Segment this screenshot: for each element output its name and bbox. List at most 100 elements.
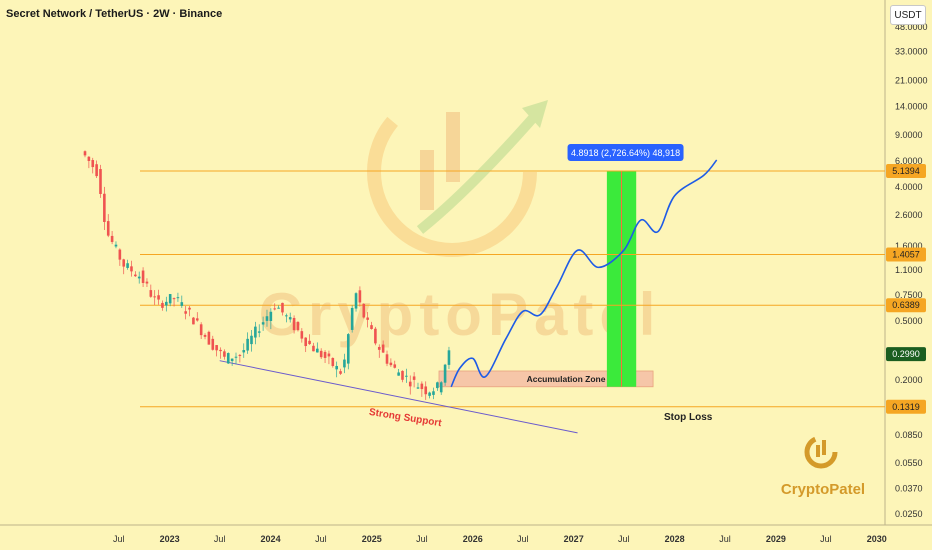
- x-axis[interactable]: Jul 2023 Jul 2024 Jul 2025 Jul 2026 Jul 2027 Jul 20…: [113, 534, 887, 544]
- candle-body: [408, 381, 412, 387]
- candle-body: [277, 307, 280, 309]
- candle-body: [420, 383, 424, 390]
- candle-body: [296, 321, 300, 331]
- candle-body: [149, 290, 153, 297]
- price-badge-text: 0.1319: [892, 402, 920, 412]
- brand-logo-coin-icon: [804, 435, 838, 469]
- candle-body: [130, 266, 133, 272]
- brand-logo-text: CryptoPatel: [781, 481, 865, 498]
- candle-body: [257, 331, 261, 333]
- candle-body: [339, 371, 342, 374]
- x-tick-label: Jul: [113, 534, 125, 544]
- measure-label-background: [567, 144, 684, 161]
- price-badge: [886, 347, 926, 362]
- price-candles: [83, 150, 451, 400]
- candle-body: [439, 382, 443, 393]
- y-tick-label: 6.0000: [895, 156, 923, 166]
- watermark-arrow: [416, 106, 544, 234]
- candle-body: [195, 318, 199, 321]
- candle-body: [362, 303, 366, 318]
- candle-body: [412, 376, 416, 380]
- candle-body: [393, 364, 397, 368]
- candle-body: [230, 358, 234, 362]
- candle-body: [316, 348, 319, 353]
- x-tick-label: Jul: [416, 534, 428, 544]
- candle-body: [250, 335, 253, 345]
- candle-body: [192, 317, 195, 325]
- support-trendline[interactable]: [219, 360, 578, 434]
- candle-body: [281, 302, 284, 313]
- candle-body: [358, 290, 362, 303]
- watermark-bar: [446, 112, 460, 182]
- y-tick-label: 0.7500: [895, 290, 923, 300]
- candle-body: [389, 362, 393, 366]
- candle-body: [215, 345, 218, 351]
- y-tick-label: 4.0000: [895, 182, 923, 192]
- candle-body: [176, 297, 180, 299]
- candle-body: [416, 387, 420, 389]
- price-badge-text: 0.2990: [892, 349, 920, 359]
- candle-body: [172, 298, 176, 300]
- candle-body: [242, 350, 246, 353]
- candle-body: [134, 274, 137, 277]
- y-tick-label: 0.2000: [895, 375, 923, 385]
- candle-body: [428, 392, 431, 396]
- brand-logo: CryptoPatel: [781, 435, 865, 498]
- y-tick-label: 33.0000: [895, 46, 928, 56]
- y-tick-label: 0.5000: [895, 316, 923, 326]
- x-tick-label: Jul: [618, 534, 630, 544]
- watermark-text: CryptoPatel: [259, 281, 662, 348]
- candle-body: [106, 221, 110, 236]
- measure-label-text: 4.8918 (2,726.64%) 48,918: [571, 148, 680, 158]
- watermark-arrowhead: [522, 100, 548, 128]
- candle-body: [327, 353, 331, 357]
- candle-body: [137, 276, 141, 279]
- x-tick-label: Jul: [820, 534, 832, 544]
- candle-body: [168, 294, 172, 304]
- accumulation-zone[interactable]: [438, 370, 654, 388]
- candle-body: [432, 391, 435, 395]
- horizontal-levels[interactable]: [140, 170, 885, 408]
- symbol-title: Secret Network / TetherUS · 2W · Binance: [6, 8, 223, 20]
- candle-body: [370, 325, 373, 329]
- candle-body: [219, 349, 222, 352]
- candle-body: [226, 353, 230, 364]
- y-tick-label: 0.0850: [895, 430, 923, 440]
- candle-body: [141, 270, 145, 283]
- strong-support-label: Strong Support: [368, 407, 443, 429]
- candle-body: [122, 259, 126, 267]
- candle-body: [346, 334, 350, 364]
- x-tick-label: 2028: [665, 534, 685, 544]
- candle-body: [405, 375, 408, 377]
- y-tick-label: 2.6000: [895, 210, 923, 220]
- candle-body: [188, 307, 191, 310]
- candle-body: [110, 235, 114, 242]
- brand-logo-bar: [816, 445, 820, 457]
- candle-body: [103, 193, 106, 222]
- candle-body: [126, 263, 129, 268]
- candle-body: [381, 344, 385, 353]
- candle-body: [354, 293, 358, 309]
- candle-body: [292, 317, 296, 331]
- price-badge: [886, 247, 926, 262]
- y-tick-label: 0.0370: [895, 484, 923, 494]
- y-tick-label: 1.6000: [895, 241, 923, 251]
- candle-body: [377, 346, 381, 350]
- candle-body: [319, 350, 323, 358]
- candle-body: [261, 322, 265, 325]
- projection-curve[interactable]: [450, 159, 718, 388]
- y-tick-label: 21.0000: [895, 75, 928, 85]
- candle-body: [238, 354, 242, 356]
- candle-body: [312, 345, 315, 352]
- x-tick-label: 2024: [261, 534, 281, 544]
- candle-body: [385, 354, 389, 364]
- candle-body: [288, 317, 292, 320]
- currency-button[interactable]: USDT: [890, 5, 926, 25]
- y-axis[interactable]: 48.0000 33.0000 21.0000 14.0000 9.0000 6.0000…: [895, 22, 928, 519]
- candle-body: [203, 334, 207, 337]
- candle-body: [165, 301, 168, 306]
- y-tick-label: 48.0000: [895, 22, 928, 32]
- candle-body: [118, 249, 122, 260]
- price-badge-text: 5.1394: [892, 166, 920, 176]
